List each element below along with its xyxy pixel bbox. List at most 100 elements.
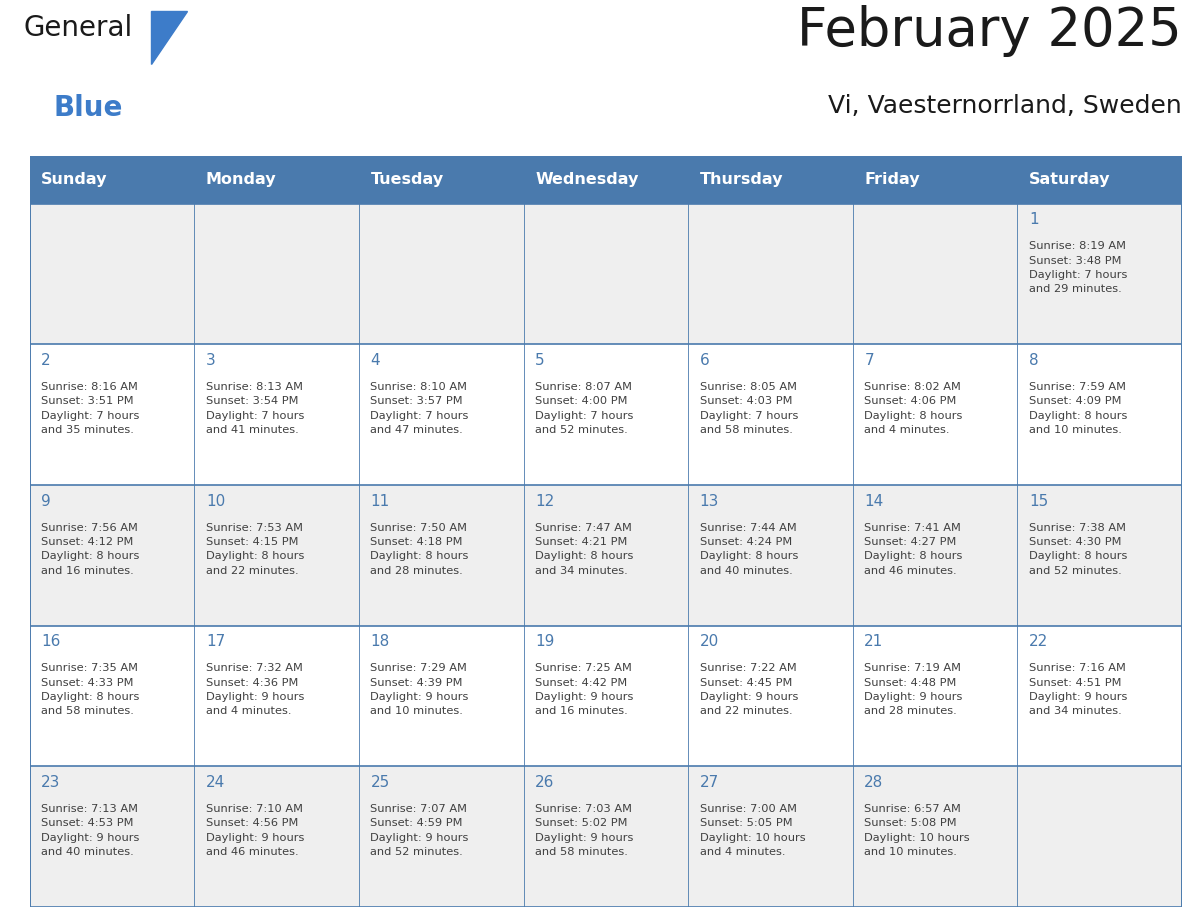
Bar: [195, 344, 359, 485]
Bar: [688, 485, 853, 626]
Bar: [688, 626, 853, 767]
Text: 13: 13: [700, 494, 719, 509]
Bar: [359, 485, 524, 626]
Bar: [853, 344, 1017, 485]
Bar: [524, 156, 688, 204]
Text: 20: 20: [700, 634, 719, 649]
Text: Wednesday: Wednesday: [535, 173, 638, 187]
Text: 15: 15: [1029, 494, 1048, 509]
Text: 16: 16: [42, 634, 61, 649]
Bar: [195, 626, 359, 767]
Text: February 2025: February 2025: [797, 5, 1182, 57]
Text: Saturday: Saturday: [1029, 173, 1111, 187]
Bar: [688, 156, 853, 204]
Bar: [1017, 767, 1182, 907]
Text: Sunrise: 7:32 AM
Sunset: 4:36 PM
Daylight: 9 hours
and 4 minutes.: Sunrise: 7:32 AM Sunset: 4:36 PM Dayligh…: [206, 663, 304, 716]
Bar: [524, 767, 688, 907]
Text: Sunrise: 7:44 AM
Sunset: 4:24 PM
Daylight: 8 hours
and 40 minutes.: Sunrise: 7:44 AM Sunset: 4:24 PM Dayligh…: [700, 522, 798, 576]
Bar: [853, 626, 1017, 767]
Text: 8: 8: [1029, 353, 1038, 368]
Text: Sunrise: 7:22 AM
Sunset: 4:45 PM
Daylight: 9 hours
and 22 minutes.: Sunrise: 7:22 AM Sunset: 4:45 PM Dayligh…: [700, 663, 798, 716]
Bar: [30, 156, 195, 204]
Text: Sunrise: 7:41 AM
Sunset: 4:27 PM
Daylight: 8 hours
and 46 minutes.: Sunrise: 7:41 AM Sunset: 4:27 PM Dayligh…: [865, 522, 962, 576]
Bar: [359, 626, 524, 767]
Text: Thursday: Thursday: [700, 173, 783, 187]
Text: 28: 28: [865, 775, 884, 790]
Text: Sunrise: 6:57 AM
Sunset: 5:08 PM
Daylight: 10 hours
and 10 minutes.: Sunrise: 6:57 AM Sunset: 5:08 PM Dayligh…: [865, 804, 969, 857]
Bar: [524, 344, 688, 485]
Text: Tuesday: Tuesday: [371, 173, 443, 187]
Bar: [359, 156, 524, 204]
Bar: [30, 767, 195, 907]
Bar: [195, 485, 359, 626]
Text: 21: 21: [865, 634, 884, 649]
Text: Sunrise: 7:07 AM
Sunset: 4:59 PM
Daylight: 9 hours
and 52 minutes.: Sunrise: 7:07 AM Sunset: 4:59 PM Dayligh…: [371, 804, 469, 857]
Text: Vi, Vaesternorrland, Sweden: Vi, Vaesternorrland, Sweden: [828, 94, 1182, 118]
Text: 3: 3: [206, 353, 215, 368]
Bar: [30, 626, 195, 767]
Text: Monday: Monday: [206, 173, 277, 187]
Bar: [1017, 344, 1182, 485]
Text: 22: 22: [1029, 634, 1048, 649]
Text: Sunrise: 7:03 AM
Sunset: 5:02 PM
Daylight: 9 hours
and 58 minutes.: Sunrise: 7:03 AM Sunset: 5:02 PM Dayligh…: [535, 804, 633, 857]
Text: 4: 4: [371, 353, 380, 368]
Bar: [524, 204, 688, 344]
Bar: [195, 767, 359, 907]
Text: 12: 12: [535, 494, 555, 509]
Text: 6: 6: [700, 353, 709, 368]
Bar: [1017, 204, 1182, 344]
Text: Sunday: Sunday: [42, 173, 108, 187]
Text: 18: 18: [371, 634, 390, 649]
Bar: [524, 626, 688, 767]
Bar: [195, 204, 359, 344]
Text: Sunrise: 7:59 AM
Sunset: 4:09 PM
Daylight: 8 hours
and 10 minutes.: Sunrise: 7:59 AM Sunset: 4:09 PM Dayligh…: [1029, 382, 1127, 435]
Text: Sunrise: 8:19 AM
Sunset: 3:48 PM
Daylight: 7 hours
and 29 minutes.: Sunrise: 8:19 AM Sunset: 3:48 PM Dayligh…: [1029, 241, 1127, 295]
Text: Sunrise: 7:16 AM
Sunset: 4:51 PM
Daylight: 9 hours
and 34 minutes.: Sunrise: 7:16 AM Sunset: 4:51 PM Dayligh…: [1029, 663, 1127, 716]
Text: Sunrise: 7:38 AM
Sunset: 4:30 PM
Daylight: 8 hours
and 52 minutes.: Sunrise: 7:38 AM Sunset: 4:30 PM Dayligh…: [1029, 522, 1127, 576]
Text: 14: 14: [865, 494, 884, 509]
Text: Sunrise: 7:13 AM
Sunset: 4:53 PM
Daylight: 9 hours
and 40 minutes.: Sunrise: 7:13 AM Sunset: 4:53 PM Dayligh…: [42, 804, 140, 857]
Text: General: General: [24, 15, 133, 42]
Text: 7: 7: [865, 353, 874, 368]
Bar: [30, 204, 195, 344]
Text: 11: 11: [371, 494, 390, 509]
Text: Sunrise: 7:47 AM
Sunset: 4:21 PM
Daylight: 8 hours
and 34 minutes.: Sunrise: 7:47 AM Sunset: 4:21 PM Dayligh…: [535, 522, 633, 576]
Text: 25: 25: [371, 775, 390, 790]
Text: Blue: Blue: [53, 94, 122, 122]
Bar: [30, 485, 195, 626]
Bar: [359, 767, 524, 907]
Text: Sunrise: 7:00 AM
Sunset: 5:05 PM
Daylight: 10 hours
and 4 minutes.: Sunrise: 7:00 AM Sunset: 5:05 PM Dayligh…: [700, 804, 805, 857]
Bar: [1017, 626, 1182, 767]
Text: Sunrise: 7:35 AM
Sunset: 4:33 PM
Daylight: 8 hours
and 58 minutes.: Sunrise: 7:35 AM Sunset: 4:33 PM Dayligh…: [42, 663, 140, 716]
Text: 1: 1: [1029, 212, 1038, 228]
Bar: [853, 204, 1017, 344]
Text: Sunrise: 8:05 AM
Sunset: 4:03 PM
Daylight: 7 hours
and 58 minutes.: Sunrise: 8:05 AM Sunset: 4:03 PM Dayligh…: [700, 382, 798, 435]
Text: Sunrise: 7:10 AM
Sunset: 4:56 PM
Daylight: 9 hours
and 46 minutes.: Sunrise: 7:10 AM Sunset: 4:56 PM Dayligh…: [206, 804, 304, 857]
Bar: [359, 344, 524, 485]
Text: Friday: Friday: [865, 173, 920, 187]
Bar: [359, 204, 524, 344]
Text: 26: 26: [535, 775, 555, 790]
Bar: [853, 767, 1017, 907]
Text: Sunrise: 8:13 AM
Sunset: 3:54 PM
Daylight: 7 hours
and 41 minutes.: Sunrise: 8:13 AM Sunset: 3:54 PM Dayligh…: [206, 382, 304, 435]
Text: 9: 9: [42, 494, 51, 509]
Bar: [853, 485, 1017, 626]
Text: 23: 23: [42, 775, 61, 790]
Bar: [688, 344, 853, 485]
Text: Sunrise: 7:53 AM
Sunset: 4:15 PM
Daylight: 8 hours
and 22 minutes.: Sunrise: 7:53 AM Sunset: 4:15 PM Dayligh…: [206, 522, 304, 576]
Text: 17: 17: [206, 634, 225, 649]
Text: Sunrise: 8:02 AM
Sunset: 4:06 PM
Daylight: 8 hours
and 4 minutes.: Sunrise: 8:02 AM Sunset: 4:06 PM Dayligh…: [865, 382, 962, 435]
Text: 19: 19: [535, 634, 555, 649]
Bar: [688, 204, 853, 344]
Text: Sunrise: 7:56 AM
Sunset: 4:12 PM
Daylight: 8 hours
and 16 minutes.: Sunrise: 7:56 AM Sunset: 4:12 PM Dayligh…: [42, 522, 140, 576]
Text: Sunrise: 8:10 AM
Sunset: 3:57 PM
Daylight: 7 hours
and 47 minutes.: Sunrise: 8:10 AM Sunset: 3:57 PM Dayligh…: [371, 382, 469, 435]
Text: 24: 24: [206, 775, 225, 790]
Text: Sunrise: 7:19 AM
Sunset: 4:48 PM
Daylight: 9 hours
and 28 minutes.: Sunrise: 7:19 AM Sunset: 4:48 PM Dayligh…: [865, 663, 962, 716]
Text: 10: 10: [206, 494, 225, 509]
Text: Sunrise: 7:29 AM
Sunset: 4:39 PM
Daylight: 9 hours
and 10 minutes.: Sunrise: 7:29 AM Sunset: 4:39 PM Dayligh…: [371, 663, 469, 716]
Text: 2: 2: [42, 353, 51, 368]
Bar: [853, 156, 1017, 204]
Bar: [195, 156, 359, 204]
Bar: [688, 767, 853, 907]
Polygon shape: [152, 11, 188, 63]
